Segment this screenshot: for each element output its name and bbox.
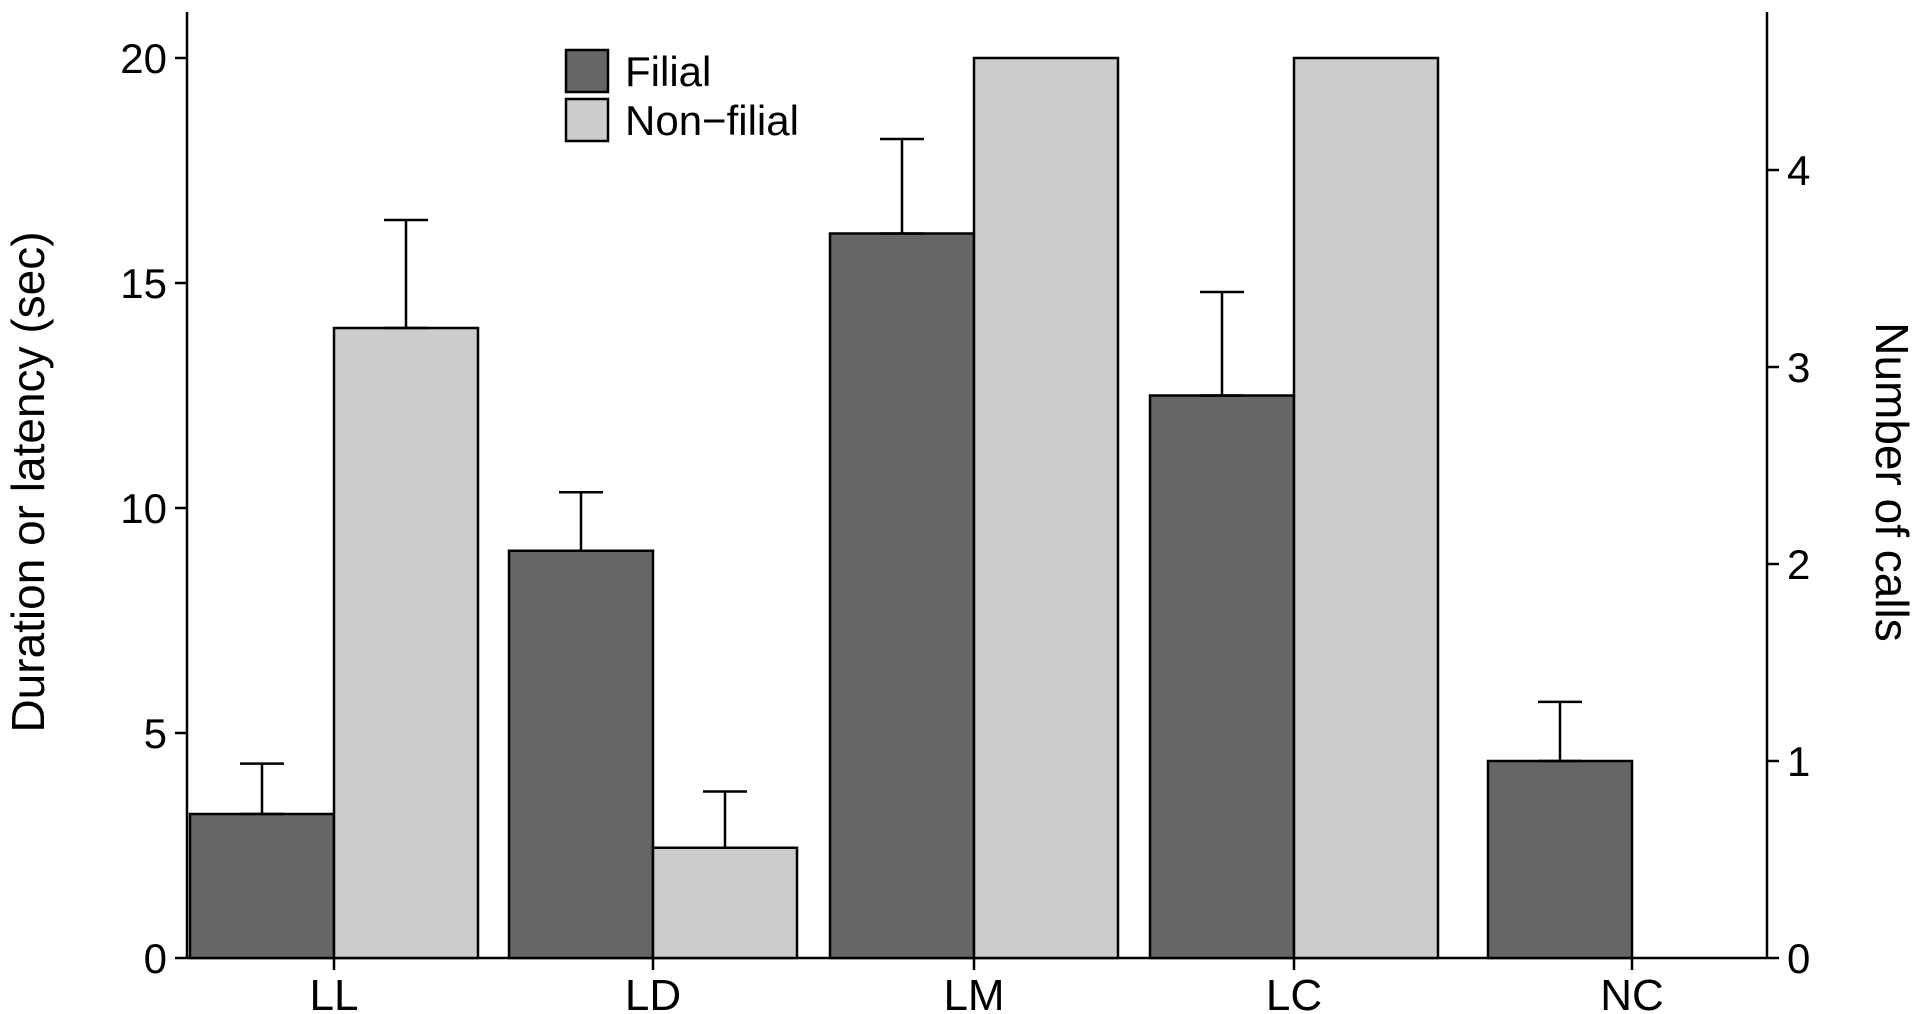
y2-tick-label: 4 bbox=[1787, 147, 1810, 194]
y2-tick-label: 2 bbox=[1787, 541, 1810, 588]
y-tick-label: 10 bbox=[120, 485, 167, 532]
x-tick-label: LM bbox=[943, 971, 1004, 1014]
y-tick-label: 15 bbox=[120, 260, 167, 307]
y-tick-label: 0 bbox=[144, 935, 167, 982]
bar-lm-non-filial bbox=[972, 56, 1120, 960]
bar-nc-filial bbox=[1486, 759, 1634, 960]
legend-swatch bbox=[564, 97, 610, 143]
y2-tick-label: 3 bbox=[1787, 344, 1810, 391]
right-y-axis-title: Number of calls bbox=[1866, 322, 1915, 642]
bar-ll-filial bbox=[188, 812, 336, 960]
error-bars bbox=[240, 137, 1582, 849]
x-tick-label: LL bbox=[310, 971, 359, 1014]
legend-label: Filial bbox=[625, 48, 711, 95]
y-axis-title: Duration or latency (sec) bbox=[2, 231, 54, 732]
y-tick-label: 20 bbox=[120, 35, 167, 82]
bar-ld-filial bbox=[507, 549, 655, 960]
x-tick-label: LD bbox=[625, 971, 681, 1014]
x-ticks: LL LD LM LC NC bbox=[310, 958, 1664, 1014]
bar-ll-non-filial bbox=[332, 326, 480, 960]
y2-tick-label: 0 bbox=[1787, 935, 1810, 982]
left-y-ticks: 0 5 10 15 20 bbox=[120, 35, 187, 982]
x-tick-label: NC bbox=[1600, 971, 1664, 1014]
y2-tick-label: 1 bbox=[1787, 738, 1810, 785]
bar-lc-non-filial bbox=[1292, 56, 1440, 960]
bar-ld-non-filial bbox=[651, 846, 799, 960]
legend-label: Non−filial bbox=[625, 97, 799, 144]
legend-swatch bbox=[564, 48, 610, 94]
right-y-ticks: 0 1 2 3 4 bbox=[1767, 147, 1810, 982]
y-tick-label: 5 bbox=[144, 710, 167, 757]
x-tick-label: LC bbox=[1266, 971, 1322, 1014]
bar-lm-filial bbox=[828, 232, 976, 960]
bars bbox=[188, 56, 1634, 960]
bar-lc-filial bbox=[1148, 394, 1296, 960]
